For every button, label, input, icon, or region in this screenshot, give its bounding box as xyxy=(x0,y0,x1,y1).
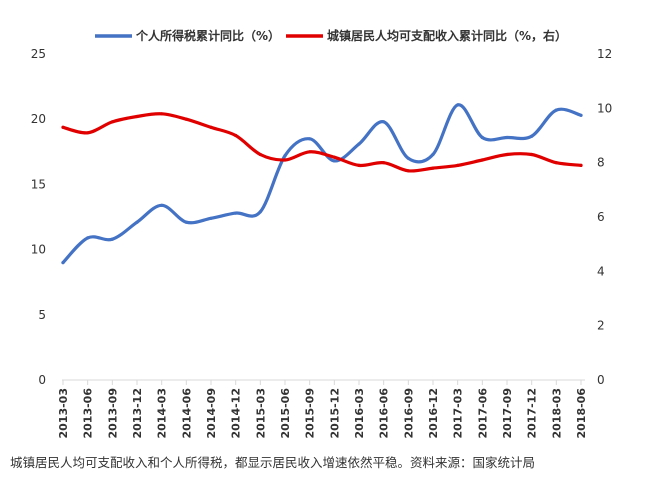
data-point-urban-income xyxy=(406,169,410,173)
data-point-income-tax xyxy=(505,135,509,140)
right-y-axis: 0 2 4 6 8 10 12 xyxy=(597,47,612,387)
legend-label-urban-income: 城镇居民人均可支配收入累计同比（%，右） xyxy=(327,28,567,43)
right-y-tick-label: 2 xyxy=(597,319,605,333)
data-point-urban-income xyxy=(382,161,386,165)
chart-caption: 城镇居民人均可支配收入和个人所得税，都显示居民收入增速依然平稳。资料来源：国家统… xyxy=(10,455,536,470)
x-tick-label: 2013-12 xyxy=(131,388,144,439)
data-point-urban-income xyxy=(258,152,262,157)
data-point-income-tax xyxy=(135,220,139,224)
left-y-axis: 0 5 10 15 20 25 xyxy=(31,47,46,387)
data-point-income-tax xyxy=(184,220,188,224)
data-point-urban-income xyxy=(61,125,65,129)
x-tick-label: 2018-03 xyxy=(550,388,563,439)
data-point-income-tax xyxy=(406,156,410,160)
data-point-income-tax xyxy=(456,103,460,107)
series-line-income-tax xyxy=(61,103,583,265)
data-point-urban-income xyxy=(332,155,336,159)
data-point-income-tax xyxy=(530,134,534,138)
data-point-urban-income xyxy=(86,131,90,135)
data-point-income-tax xyxy=(209,216,213,220)
data-point-income-tax xyxy=(357,142,361,146)
x-tick-label: 2013-06 xyxy=(82,388,95,439)
data-point-income-tax xyxy=(160,203,164,207)
right-y-tick-label: 0 xyxy=(597,373,605,387)
x-axis: 2013-03 2013-06 2013-09 2013-12 2014-03 2014-… xyxy=(57,380,588,439)
data-point-income-tax xyxy=(554,108,558,112)
x-tick-label: 2017-09 xyxy=(501,388,514,439)
data-point-income-tax xyxy=(61,261,65,265)
data-point-urban-income xyxy=(283,158,287,162)
x-tick-label: 2017-03 xyxy=(452,388,465,439)
x-tick-label: 2017-06 xyxy=(476,388,489,439)
left-y-tick-label: 25 xyxy=(31,47,46,61)
x-tick-label: 2013-09 xyxy=(106,388,119,439)
x-tick-label: 2015-03 xyxy=(254,388,267,439)
plot-area xyxy=(61,103,583,265)
x-tick-label: 2015-12 xyxy=(328,388,341,439)
right-y-tick-label: 10 xyxy=(597,101,612,115)
left-y-tick-label: 0 xyxy=(38,373,46,387)
data-point-income-tax xyxy=(110,237,114,241)
data-point-urban-income xyxy=(135,114,139,119)
legend-label-income-tax: 个人所得税累计同比（%） xyxy=(135,28,280,43)
x-tick-label: 2016-03 xyxy=(353,388,366,439)
data-point-urban-income xyxy=(505,152,509,157)
x-tick-label: 2015-09 xyxy=(304,388,317,439)
data-point-urban-income xyxy=(456,163,460,167)
data-point-urban-income xyxy=(308,150,312,154)
data-point-urban-income xyxy=(234,133,238,138)
data-point-urban-income xyxy=(431,166,435,170)
legend: 个人所得税累计同比（%） 城镇居民人均可支配收入累计同比（%，右） xyxy=(95,28,567,43)
right-y-tick-label: 4 xyxy=(597,264,605,278)
data-point-income-tax xyxy=(283,154,287,158)
data-point-income-tax xyxy=(579,113,583,117)
left-y-tick-label: 5 xyxy=(38,308,46,322)
x-tick-label: 2016-12 xyxy=(427,388,440,439)
data-point-urban-income xyxy=(554,161,558,165)
x-tick-label: 2018-06 xyxy=(575,388,588,439)
data-point-income-tax xyxy=(431,152,435,156)
data-point-income-tax xyxy=(86,236,90,240)
x-tick-label: 2016-06 xyxy=(378,388,391,439)
x-tick-label: 2014-03 xyxy=(156,388,169,439)
series-line-urban-income xyxy=(61,112,583,173)
data-point-urban-income xyxy=(110,120,114,124)
data-point-income-tax xyxy=(332,159,336,163)
data-point-income-tax xyxy=(382,120,386,124)
data-point-income-tax xyxy=(234,211,238,215)
data-point-income-tax xyxy=(258,210,262,214)
x-tick-label: 2014-09 xyxy=(205,388,218,439)
data-point-urban-income xyxy=(579,163,583,167)
data-point-urban-income xyxy=(160,112,164,116)
data-point-urban-income xyxy=(530,152,534,157)
x-tick-label: 2013-03 xyxy=(57,388,70,439)
x-tick-label: 2016-09 xyxy=(402,388,415,439)
data-point-income-tax xyxy=(480,135,484,140)
data-point-income-tax xyxy=(308,137,312,141)
right-y-tick-label: 6 xyxy=(597,210,605,224)
line-chart: 个人所得税累计同比（%） 城镇居民人均可支配收入累计同比（%，右） 0 5 10 15… xyxy=(31,28,613,439)
x-tick-label: 2015-06 xyxy=(279,388,292,439)
left-y-tick-label: 10 xyxy=(31,243,46,257)
data-point-urban-income xyxy=(184,117,188,121)
left-y-tick-label: 15 xyxy=(31,177,46,191)
data-point-urban-income xyxy=(357,163,361,167)
right-y-tick-label: 12 xyxy=(597,47,612,61)
right-y-tick-label: 8 xyxy=(597,156,605,170)
data-point-urban-income xyxy=(209,125,213,129)
left-y-tick-label: 20 xyxy=(31,112,46,126)
x-tick-label: 2014-06 xyxy=(180,388,193,439)
x-tick-label: 2017-12 xyxy=(526,388,539,439)
data-point-urban-income xyxy=(480,158,484,162)
x-tick-label: 2014-12 xyxy=(230,388,243,439)
